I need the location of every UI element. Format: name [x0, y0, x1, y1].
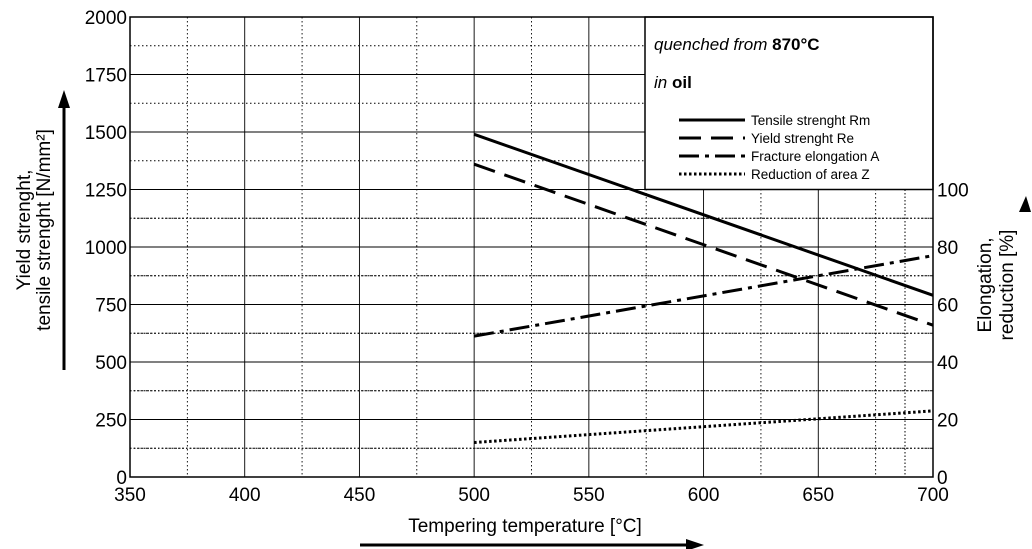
left-y-tick-label: 1250: [85, 181, 127, 202]
legend-entry-label: Yield strenght Re: [751, 131, 854, 146]
x-axis-arrow: [360, 539, 704, 549]
svg-text:tensile strenght [N/mm²]: tensile strenght [N/mm²]: [34, 129, 55, 331]
legend-entry-label: Reduction of area Z: [751, 167, 870, 182]
svg-text:reduction [%]: reduction [%]: [997, 230, 1018, 341]
x-tick-label: 350: [114, 485, 146, 506]
series-line: [473, 162, 934, 327]
x-tick-label: 700: [917, 485, 949, 506]
right-y-tick-label: 20: [937, 411, 958, 432]
left-y-tick-label: 0: [116, 468, 127, 489]
left-y-axis-arrow: [58, 90, 70, 370]
svg-text:Yield strenght,: Yield strenght,: [14, 170, 35, 291]
legend-frame: [644, 16, 934, 191]
svg-text:Elongation,: Elongation,: [975, 237, 996, 332]
legend-entry-label: Fracture elongation A: [751, 149, 879, 164]
plot-frame: [129, 16, 934, 478]
legend-entries: Tensile strenght Rm Yield strenght Re Frac…: [679, 113, 879, 182]
x-tick-label: 450: [344, 485, 376, 506]
x-tick-label: 650: [802, 485, 834, 506]
right-y-tick-label: 80: [937, 238, 958, 259]
right-y-tick-label: 60: [937, 296, 958, 317]
right-y-tick-labels: 0 20 40 60 80 100: [937, 181, 969, 490]
left-y-tick-label: 250: [95, 411, 127, 432]
x-tick-labels: 350 400 450 500 550 600 650 700: [114, 485, 949, 506]
x-tick-label: 600: [688, 485, 720, 506]
right-axis-grid: [130, 189, 933, 477]
left-y-tick-label: 1500: [85, 123, 127, 144]
legend-entry-label: Tensile strenght Rm: [751, 113, 870, 128]
left-y-tick-labels: 0 250 500 750 1000 1250 1500 1750 2000: [85, 8, 127, 489]
left-y-tick-label: 1750: [85, 66, 127, 87]
left-y-tick-label: 750: [95, 296, 127, 317]
series-layer: [473, 132, 934, 444]
x-tick-label: 500: [458, 485, 490, 506]
left-y-tick-label: 500: [95, 353, 127, 374]
right-y-axis-arrow: [1019, 196, 1031, 212]
legend-title-line-2: in oil: [654, 73, 692, 92]
series-line: [474, 409, 934, 444]
left-y-axis-label: Yield strenght, tensile strenght [N/mm²]: [14, 129, 55, 331]
right-y-tick-label: 0: [937, 468, 948, 489]
left-y-tick-label: 1000: [85, 238, 127, 259]
x-axis-label: Tempering temperature [°C]: [408, 516, 642, 537]
x-tick-label: 400: [229, 485, 261, 506]
right-y-tick-label: 40: [937, 353, 958, 374]
legend-title-line-1: quenched from 870°C: [654, 35, 820, 54]
right-y-axis-label: Elongation, reduction [%]: [975, 230, 1018, 341]
x-tick-label: 550: [573, 485, 605, 506]
series-line: [473, 254, 934, 338]
legend-box: [644, 16, 934, 191]
right-y-tick-label: 100: [937, 181, 969, 202]
left-y-tick-label: 2000: [85, 8, 127, 29]
